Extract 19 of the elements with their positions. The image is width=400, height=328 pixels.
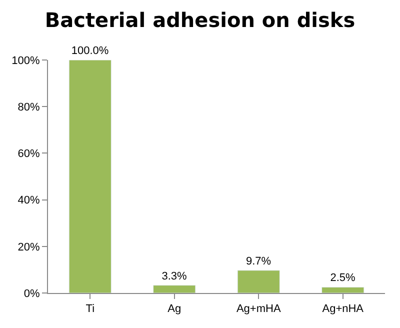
y-tick-label: 0%	[24, 288, 40, 300]
y-tick-label: 40%	[18, 194, 40, 207]
x-tick-label: Ag+mHA	[236, 303, 282, 316]
x-tick-label: Ti	[86, 303, 95, 316]
x-tick-label: Ag	[168, 303, 182, 316]
bar	[153, 285, 196, 293]
y-tick-label: 80%	[18, 101, 40, 114]
x-tick-label: Ag+nHA	[322, 303, 364, 316]
data-label: 9.7%	[246, 255, 272, 268]
y-tick-label: 20%	[18, 241, 40, 254]
data-label: 100.0%	[71, 45, 109, 57]
data-label: 2.5%	[330, 272, 356, 284]
bar	[237, 270, 280, 293]
bar	[68, 60, 112, 293]
y-tick-label: 100%	[12, 54, 40, 67]
y-tick-label: 60%	[18, 148, 40, 160]
bar	[322, 286, 364, 293]
data-label: 3.3%	[162, 270, 188, 282]
chart-title: Bacterial adhesion on disks	[44, 8, 356, 32]
